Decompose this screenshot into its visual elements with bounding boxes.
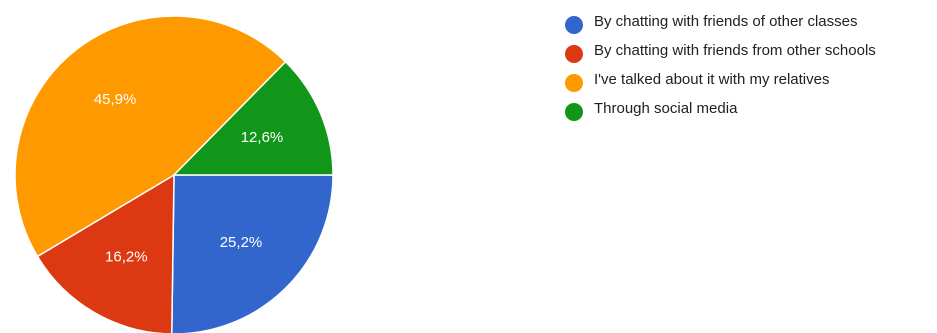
legend-swatch-1 [565,16,583,34]
pie-slice-4 [172,60,334,176]
slice-value-label-4: 12,6% [241,129,284,146]
legend-item-4: Through social media [565,97,935,121]
pie-slice-1 [171,174,334,333]
slice-value-label-2: 16,2% [105,249,148,266]
legend-item-2: By chatting with friends from other scho… [565,39,935,63]
legend-label-3: I've talked about it with my relatives [594,71,830,88]
legend-swatch-3 [565,74,583,92]
slice-value-label-1: 25,2% [220,234,263,251]
slice-value-label-3: 45,9% [94,91,137,108]
legend-swatch-4 [565,103,583,121]
pie-chart: 25,2% 16,2% 45,9% 12,6% [14,15,334,333]
legend-label-1: By chatting with friends of other classe… [594,13,858,30]
pie-slice-2 [36,173,175,333]
legend-item-3: I've talked about it with my relatives [565,68,935,92]
legend: By chatting with friends of other classe… [565,10,935,126]
legend-label-2: By chatting with friends from other scho… [594,42,876,59]
legend-item-1: By chatting with friends of other classe… [565,10,935,34]
legend-swatch-2 [565,45,583,63]
legend-label-4: Through social media [594,100,738,117]
pie-slice-3 [14,15,287,258]
